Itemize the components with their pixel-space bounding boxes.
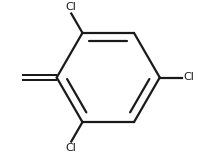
Text: Cl: Cl	[66, 2, 77, 12]
Text: Cl: Cl	[183, 73, 194, 82]
Text: Cl: Cl	[66, 143, 77, 153]
